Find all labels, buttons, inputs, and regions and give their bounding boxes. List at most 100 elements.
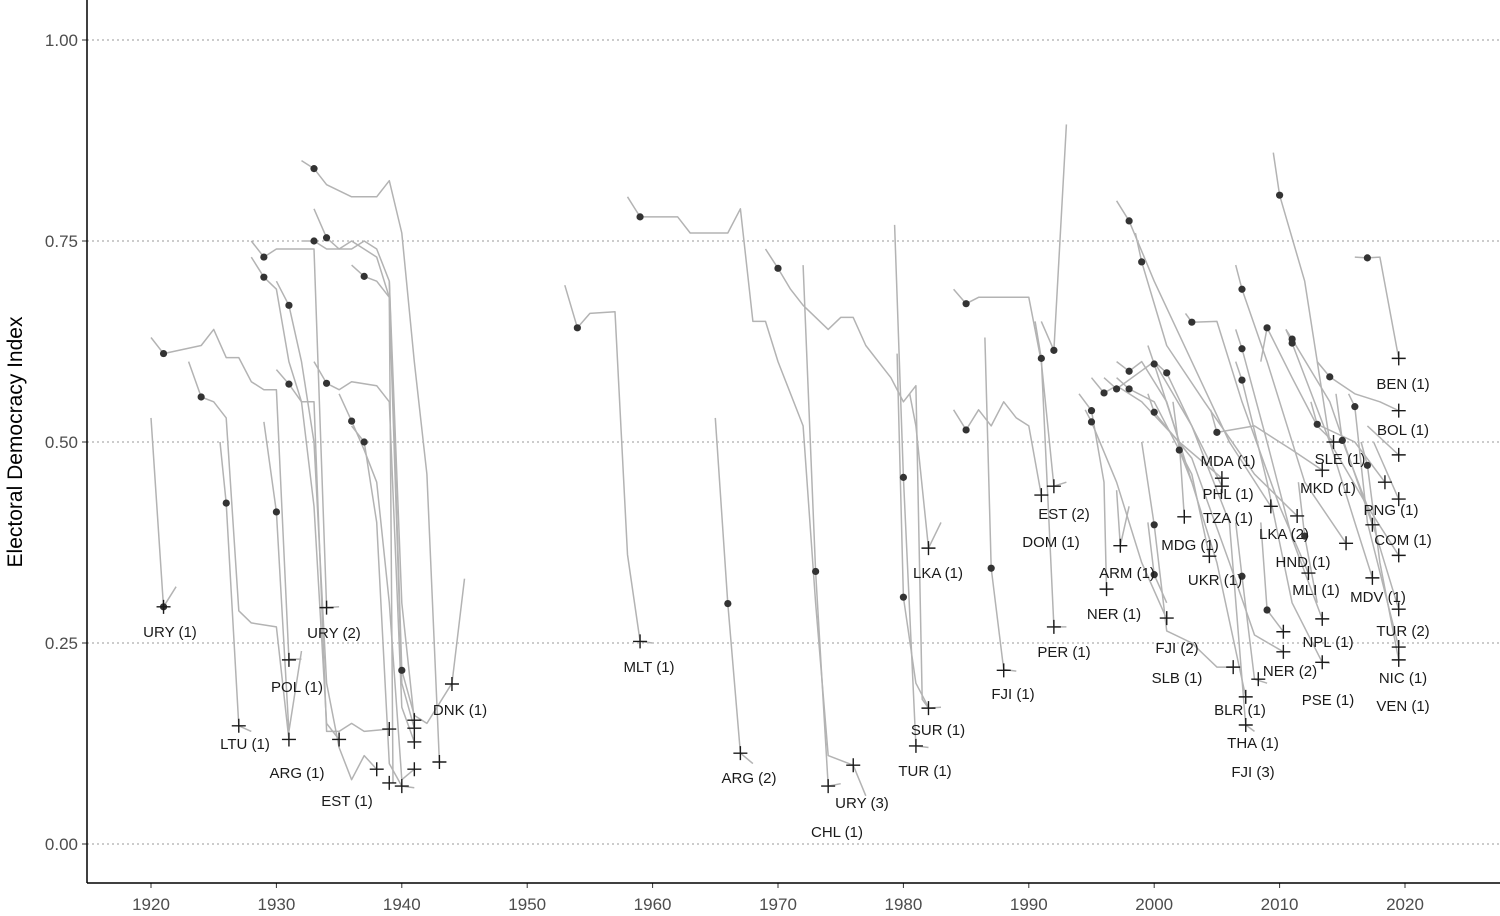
end-cross — [1263, 499, 1278, 514]
episode-label: MLI (1) — [1292, 582, 1340, 599]
episode-label: COM (1) — [1374, 532, 1432, 549]
onset-dot — [899, 473, 908, 481]
end-cross — [1301, 566, 1316, 581]
onset-dot — [1163, 369, 1171, 377]
episode-line — [1310, 401, 1386, 483]
onset-dot — [987, 564, 995, 572]
onset-dot — [1100, 389, 1108, 397]
episode-line — [564, 284, 653, 644]
episode-label: LTU (1) — [220, 736, 270, 753]
episode-line — [1316, 361, 1400, 412]
x-tick-label: 1980 — [884, 895, 922, 914]
episode-line — [1234, 329, 1323, 620]
episode-line — [1078, 393, 1108, 590]
end-cross — [382, 722, 397, 737]
episode-line — [1234, 264, 1347, 544]
onset-dot — [899, 593, 908, 601]
onset-markers — [159, 165, 1371, 674]
episode-label: TUR (2) — [1376, 623, 1429, 640]
episode-labels: URY (1) POL (1) LTU (1) ARG (1) URY (2) EST (… — [143, 376, 1432, 841]
onset-dot — [1238, 572, 1246, 580]
end-cross — [281, 652, 296, 667]
end-cross — [231, 718, 246, 733]
end-cross — [921, 701, 936, 716]
episode-label: EST (1) — [321, 793, 372, 810]
episode-line — [764, 248, 942, 709]
onset-dot — [1238, 345, 1246, 353]
onset-dot — [774, 264, 782, 272]
onset-dot — [1050, 346, 1058, 354]
end-cross — [432, 754, 447, 769]
axes: 0.00 0.25 0.50 0.75 1.00 1920 1930 1940 1950 1960… — [45, 0, 1500, 914]
end-cross — [394, 779, 409, 794]
end-cross — [921, 541, 936, 556]
end-cross — [908, 738, 923, 753]
episode-label: HND (1) — [1276, 554, 1331, 571]
end-cross — [156, 599, 171, 614]
x-tick-label: 2000 — [1135, 895, 1173, 914]
episode-label: URY (3) — [835, 795, 889, 812]
end-cross — [1315, 463, 1330, 478]
y-tick-label: 0.75 — [45, 232, 78, 251]
end-cross — [1391, 640, 1406, 655]
end-cross — [407, 734, 422, 749]
episode-line — [1335, 393, 1400, 610]
end-cross — [319, 600, 334, 615]
onset-dot — [1188, 318, 1196, 326]
end-cross — [1034, 488, 1049, 503]
episode-line — [1134, 232, 1298, 517]
episode-line — [301, 159, 441, 763]
end-cross — [281, 732, 296, 747]
end-cross — [444, 677, 459, 692]
episode-label: FJI (3) — [1231, 764, 1274, 781]
episode-line — [714, 417, 754, 765]
episode-label: URY (1) — [143, 624, 197, 641]
x-tick-label: 1920 — [132, 895, 170, 914]
episode-label: MDV (1) — [1350, 589, 1406, 606]
episode-line — [275, 280, 378, 781]
onset-dot — [724, 600, 732, 608]
episode-line — [896, 353, 930, 708]
end-cross — [1339, 536, 1354, 551]
episode-line — [351, 264, 394, 783]
onset-dot — [260, 273, 268, 281]
onset-dot — [1351, 403, 1359, 411]
episode-line — [1234, 522, 1268, 684]
onset-dot — [1150, 408, 1158, 416]
onset-dot — [1125, 385, 1133, 393]
episode-line — [1372, 441, 1400, 500]
end-cross — [633, 634, 648, 649]
onset-dot — [1238, 376, 1246, 384]
episode-label: URY (2) — [307, 625, 361, 642]
onset-dot — [360, 438, 368, 446]
onset-dot — [962, 300, 970, 308]
onset-dot — [1363, 461, 1371, 469]
end-cross — [1315, 655, 1330, 670]
series-lines — [150, 124, 1400, 797]
episode-line — [1366, 425, 1400, 456]
end-cross — [1202, 549, 1217, 564]
onset-dot — [636, 213, 644, 221]
episode-line — [338, 393, 415, 781]
episode-line — [1260, 327, 1335, 443]
onset-dot — [812, 567, 820, 576]
episode-line — [1354, 256, 1400, 359]
episode-label: THA (1) — [1227, 735, 1279, 752]
onset-dot — [1112, 385, 1121, 393]
episode-label: UKR (1) — [1188, 572, 1242, 589]
gridlines — [87, 39, 1500, 845]
episode-line — [351, 425, 415, 789]
episode-label: POL (1) — [271, 679, 323, 696]
onset-dot — [1150, 571, 1158, 579]
episode-label: DOM (1) — [1022, 534, 1080, 551]
episode-line — [1140, 441, 1234, 668]
episode-line — [150, 417, 177, 608]
onset-dot — [1288, 339, 1296, 347]
end-cross — [1391, 548, 1406, 563]
x-tick-label: 1930 — [257, 895, 295, 914]
end-cross — [1099, 582, 1114, 597]
onset-dot — [1238, 285, 1246, 293]
end-cross — [1326, 435, 1341, 449]
episode-line — [301, 240, 416, 721]
episode-label: LKA (1) — [913, 565, 963, 582]
